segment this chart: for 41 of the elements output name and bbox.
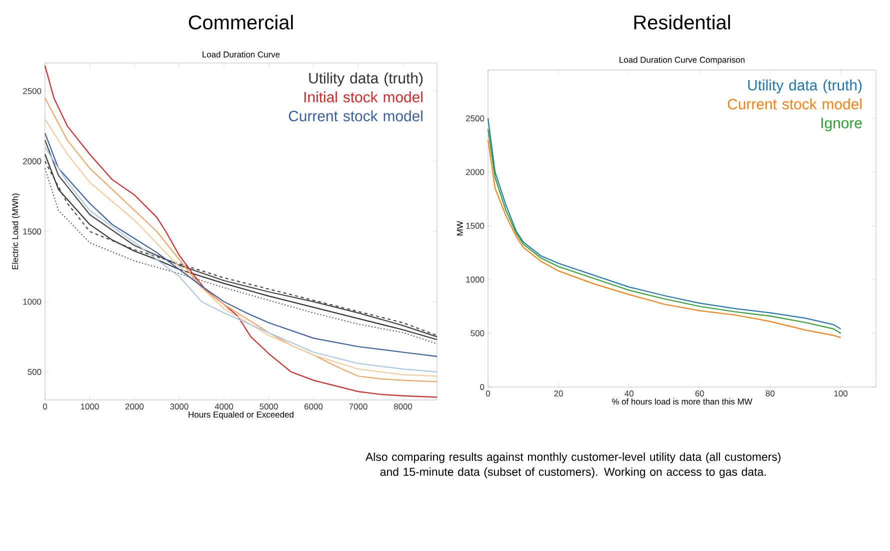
y-tick-label: 500 bbox=[470, 330, 484, 336]
text: Current stock model bbox=[288, 110, 422, 122]
x-tick-label: 1000 bbox=[80, 404, 99, 410]
x-tick-label: 0 bbox=[486, 390, 490, 396]
text: Ignore bbox=[821, 118, 862, 132]
y-tick-label: 2000 bbox=[23, 158, 42, 164]
x-tick-label: 2000 bbox=[126, 404, 144, 410]
y-tick-label: 2500 bbox=[23, 88, 42, 94]
chart-subtitle: Load Duration Curve bbox=[202, 51, 280, 58]
y-tick-label: 2000 bbox=[466, 169, 484, 176]
y-tick-label: 1000 bbox=[23, 298, 42, 305]
text: Also comparing results against monthly customer-level utility data (all customers) and 15-minute data (subset of customers). Working on access to gas data. bbox=[365, 452, 780, 478]
x-tick-label: 60 bbox=[695, 390, 704, 396]
x-axis-title: % of hours load is more than this MW bbox=[612, 398, 752, 405]
chart-title: Residential bbox=[634, 14, 730, 30]
x-tick-label: 0 bbox=[42, 404, 48, 410]
chart-subtitle: Load Duration Curve Comparison bbox=[620, 56, 744, 64]
y-tick-label: 500 bbox=[28, 368, 42, 375]
y-tick-label: 1500 bbox=[466, 222, 484, 229]
text: Utility data (truth) bbox=[748, 80, 862, 94]
x-axis-title: Hours Equaled or Exceeded bbox=[188, 411, 294, 420]
x-tick-label: 8000 bbox=[394, 404, 412, 410]
text: Current stock model bbox=[728, 98, 862, 110]
x-tick-label: 80 bbox=[766, 390, 775, 396]
x-tick-label: 3000 bbox=[170, 404, 188, 410]
y-tick-label: 1500 bbox=[23, 228, 42, 234]
x-tick-label: 7000 bbox=[349, 404, 368, 410]
x-tick-label: 100 bbox=[834, 390, 848, 396]
x-tick-label: 40 bbox=[624, 390, 634, 396]
x-tick-label: 6000 bbox=[304, 404, 323, 410]
text: Initial stock model bbox=[304, 91, 422, 102]
text: Utility data (truth) bbox=[309, 72, 423, 86]
y-tick-label: 2500 bbox=[466, 115, 484, 122]
x-tick-label: 20 bbox=[554, 390, 563, 396]
y-tick-label: 0 bbox=[480, 384, 484, 390]
x-tick-label: 5000 bbox=[260, 404, 278, 410]
y-tick-label: 1000 bbox=[466, 276, 484, 283]
x-tick-label: 4000 bbox=[214, 404, 234, 410]
y-axis-title: Electric Load (MWh) bbox=[12, 194, 20, 270]
chart-title: Commercial bbox=[188, 14, 293, 30]
y-axis-title: MW bbox=[456, 220, 463, 236]
